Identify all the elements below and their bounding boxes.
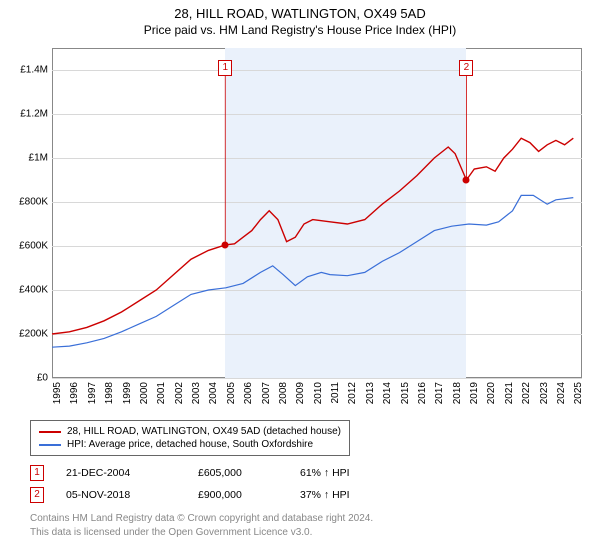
x-tick-label: 2009 <box>295 382 306 404</box>
x-tick-label: 2014 <box>382 382 393 404</box>
x-tick-label: 2006 <box>243 382 254 404</box>
footer-line-1: Contains HM Land Registry data © Crown c… <box>30 512 373 526</box>
x-tick-label: 2018 <box>452 382 463 404</box>
gridline-y <box>52 378 582 379</box>
x-tick-label: 2003 <box>191 382 202 404</box>
legend-swatch <box>39 431 61 433</box>
x-tick-label: 2010 <box>313 382 324 404</box>
legend-row: 28, HILL ROAD, WATLINGTON, OX49 5AD (det… <box>39 425 341 438</box>
x-tick-label: 2002 <box>174 382 185 404</box>
x-tick-label: 2013 <box>365 382 376 404</box>
x-tick-label: 1995 <box>52 382 63 404</box>
sale-price: £605,000 <box>198 467 278 479</box>
x-tick-label: 2017 <box>434 382 445 404</box>
legend-swatch <box>39 444 61 446</box>
y-tick-label: £800K <box>19 197 48 208</box>
x-tick-label: 1999 <box>122 382 133 404</box>
sale-date: 21-DEC-2004 <box>66 467 176 479</box>
x-tick-label: 2024 <box>556 382 567 404</box>
x-tick-label: 2021 <box>504 382 515 404</box>
series-property <box>52 138 573 334</box>
x-tick-label: 2005 <box>226 382 237 404</box>
page-subtitle: Price paid vs. HM Land Registry's House … <box>0 21 600 37</box>
sale-row: 1 21-DEC-2004 £605,000 61% ↑ HPI <box>30 462 390 484</box>
series-hpi <box>52 195 573 347</box>
footer-attribution: Contains HM Land Registry data © Crown c… <box>30 512 373 539</box>
x-tick-label: 1998 <box>104 382 115 404</box>
x-tick-label: 2016 <box>417 382 428 404</box>
x-tick-label: 2007 <box>261 382 272 404</box>
legend-label: 28, HILL ROAD, WATLINGTON, OX49 5AD (det… <box>67 426 341 437</box>
footer-line-2: This data is licensed under the Open Gov… <box>30 526 373 540</box>
chart-lines <box>52 48 582 378</box>
sale-delta: 37% ↑ HPI <box>300 489 390 501</box>
y-tick-label: £400K <box>19 285 48 296</box>
legend-row: HPI: Average price, detached house, Sout… <box>39 438 341 451</box>
x-tick-label: 2025 <box>573 382 584 404</box>
x-tick-label: 2023 <box>539 382 550 404</box>
x-tick-label: 2019 <box>469 382 480 404</box>
y-tick-label: £1M <box>29 153 48 164</box>
y-tick-label: £0 <box>37 373 48 384</box>
sale-marker-callout: 1 <box>218 60 232 76</box>
y-tick-label: £600K <box>19 241 48 252</box>
x-tick-label: 2020 <box>486 382 497 404</box>
x-tick-label: 2015 <box>400 382 411 404</box>
x-tick-label: 1997 <box>87 382 98 404</box>
page-title: 28, HILL ROAD, WATLINGTON, OX49 5AD <box>0 0 600 21</box>
sale-date: 05-NOV-2018 <box>66 489 176 501</box>
x-tick-label: 2000 <box>139 382 150 404</box>
sale-marker-callout: 2 <box>459 60 473 76</box>
x-tick-label: 2011 <box>330 382 341 404</box>
x-tick-label: 2008 <box>278 382 289 404</box>
legend: 28, HILL ROAD, WATLINGTON, OX49 5AD (det… <box>30 420 350 456</box>
price-chart: £0£200K£400K£600K£800K£1M£1.2M£1.4M19951… <box>52 48 582 378</box>
x-tick-label: 2004 <box>208 382 219 404</box>
y-tick-label: £200K <box>19 329 48 340</box>
y-tick-label: £1.4M <box>20 65 48 76</box>
sale-marker-dot <box>222 241 229 248</box>
sale-index-badge: 1 <box>30 465 44 481</box>
x-tick-label: 2022 <box>521 382 532 404</box>
sale-marker-dot <box>463 177 470 184</box>
y-tick-label: £1.2M <box>20 109 48 120</box>
sale-delta: 61% ↑ HPI <box>300 467 390 479</box>
sales-table: 1 21-DEC-2004 £605,000 61% ↑ HPI 2 05-NOV-201… <box>30 462 390 506</box>
sale-row: 2 05-NOV-2018 £900,000 37% ↑ HPI <box>30 484 390 506</box>
sale-index-badge: 2 <box>30 487 44 503</box>
x-tick-label: 2001 <box>156 382 167 404</box>
x-tick-label: 2012 <box>347 382 358 404</box>
x-tick-label: 1996 <box>69 382 80 404</box>
sale-price: £900,000 <box>198 489 278 501</box>
legend-label: HPI: Average price, detached house, Sout… <box>67 439 313 450</box>
